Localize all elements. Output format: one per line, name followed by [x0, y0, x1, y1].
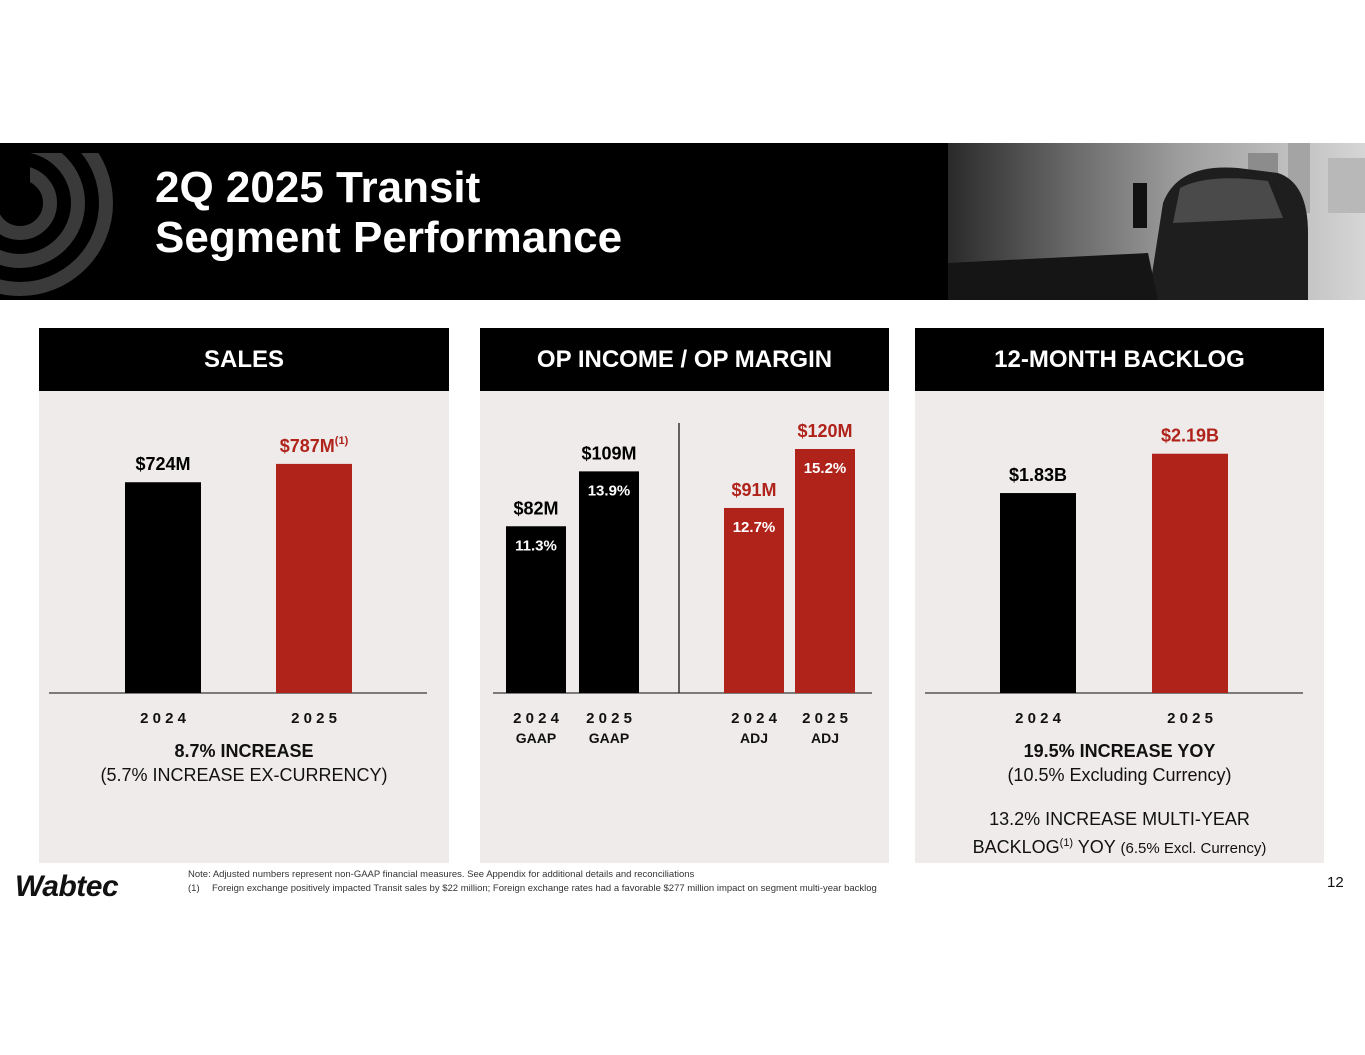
op-margin-label-2025-gaap: 13.9%	[588, 482, 631, 499]
op-value-label-2024-adj: $91M	[731, 480, 776, 500]
op-bar-2025-gaap	[579, 471, 639, 693]
page-number: 12	[1327, 874, 1344, 891]
op-margin-label-2025-adj: 15.2%	[804, 460, 847, 477]
sales-value-text-2025: $787M	[280, 436, 335, 456]
footnotes: Note: Adjusted numbers represent non-GAA…	[188, 868, 877, 896]
sales-value-label-2024: $724M	[135, 454, 190, 474]
sales-category-label-2025: 2 0 2 5	[291, 710, 337, 727]
sales-category-label-2024: 2 0 2 4	[140, 710, 187, 727]
footnote-1: (1) Foreign exchange positively impacted…	[188, 882, 877, 896]
backlog-excl-currency: (6.5% Excl. Currency)	[1120, 840, 1267, 857]
sales-value-text-2024: $724M	[135, 454, 190, 474]
op-value-label-2024-gaap: $82M	[513, 498, 558, 518]
op-margin-label-2024-gaap: 11.3%	[515, 537, 557, 554]
op-value-label-2025-adj: $120M	[797, 421, 852, 441]
op-category-basis-2025-adj: ADJ	[811, 730, 839, 746]
op-margin-label-2024-adj: 12.7%	[733, 519, 776, 536]
backlog-bar-2025	[1152, 453, 1228, 693]
sales-increase: 8.7% INCREASE	[174, 741, 314, 761]
sales-panel: SALES $724M 2 0 2 4 $787M(1) 2 0 2 5 8.7% I…	[39, 328, 449, 863]
footnote-1-mark: (1)	[188, 883, 200, 894]
sales-bar-2025	[276, 463, 352, 693]
backlog-value-label-2025: $2.19B	[1161, 426, 1219, 446]
op-category-year-2024-gaap: 2 0 2 4	[513, 710, 560, 727]
backlog-chart: $1.83B 2 0 2 4 $2.19B 2 0 2 5	[925, 426, 1303, 727]
backlog-header: 12-MONTH BACKLOG	[915, 328, 1324, 391]
page-title-line1: 2Q 2025 Transit	[155, 163, 481, 212]
backlog-multi-year-increase: 13.2% INCREASE MULTI-YEAR	[989, 809, 1250, 829]
sales-value-superscript-2025: (1)	[335, 435, 349, 447]
sales-summary: 8.7% INCREASE (5.7% INCREASE EX-CURRENCY…	[39, 739, 449, 787]
backlog-footnote-mark: (1)	[1059, 837, 1074, 849]
backlog-panel: 12-MONTH BACKLOG $1.83B 2 0 2 4 $2.19B 2 0 …	[915, 328, 1324, 863]
op-category-basis-2024-gaap: GAAP	[516, 730, 556, 746]
footnote-note: Note: Adjusted numbers represent non-GAA…	[188, 869, 695, 880]
backlog-category-label-2025: 2 0 2 5	[1167, 710, 1213, 727]
backlog-excluding-currency: (10.5% Excluding Currency)	[1007, 765, 1232, 785]
page-title-line2: Segment Performance	[155, 213, 623, 262]
backlog-bar-2024	[1000, 493, 1076, 693]
op-category-year-2025-adj: 2 0 2 5	[802, 710, 848, 727]
op-bar-2024-adj	[724, 507, 784, 693]
op-category-basis-2025-gaap: GAAP	[589, 730, 629, 746]
backlog-value-label-2024: $1.83B	[1009, 465, 1067, 485]
title-banner: 2Q 2025 Transit Segment Performance	[0, 143, 1365, 300]
backlog-increase-yoy: 19.5% INCREASE YOY	[1023, 741, 1216, 761]
op-bar-2024-gaap	[506, 526, 566, 693]
wabtec-swirl-logo-icon	[0, 153, 113, 296]
sales-chart: $724M 2 0 2 4 $787M(1) 2 0 2 5	[49, 435, 427, 727]
backlog-multi-year-line: BACKLOG(1) YOY (6.5% Excl. Currency)	[915, 831, 1324, 861]
sales-value-label-2025: $787M(1)	[280, 435, 349, 456]
op-category-basis-2024-adj: ADJ	[740, 730, 768, 746]
sales-bar-2024	[125, 482, 201, 693]
transit-train-photo	[948, 143, 1365, 300]
wabtec-logo: Wabtec	[15, 870, 119, 903]
op-income-chart: $82M 11.3% 2 0 2 4 GAAP $109M 13.9% 2 0 2 5 GAA…	[493, 421, 872, 746]
op-value-label-2025-gaap: $109M	[581, 443, 636, 463]
footnote-1-text: Foreign exchange positively impacted Tra…	[212, 883, 877, 894]
backlog-word: BACKLOG	[972, 837, 1060, 857]
op-category-year-2025-gaap: 2 0 2 5	[586, 710, 632, 727]
backlog-value-text-2025: $2.19B	[1161, 426, 1219, 446]
backlog-category-label-2024: 2 0 2 4	[1015, 710, 1062, 727]
page-title: 2Q 2025 Transit Segment Performance	[155, 163, 622, 263]
backlog-yoy-word: YOY	[1073, 837, 1121, 857]
op-income-panel: OP INCOME / OP MARGIN $82M 11.3% 2 0 2 4 GA…	[480, 328, 889, 863]
sales-header: SALES	[39, 328, 449, 391]
sales-increase-ex-currency: (5.7% INCREASE EX-CURRENCY)	[100, 765, 388, 785]
op-category-year-2024-adj: 2 0 2 4	[731, 710, 778, 727]
backlog-summary: 19.5% INCREASE YOY (10.5% Excluding Curr…	[915, 739, 1324, 861]
op-income-header: OP INCOME / OP MARGIN	[480, 328, 889, 391]
backlog-value-text-2024: $1.83B	[1009, 465, 1067, 485]
op-bar-2025-adj	[795, 449, 855, 693]
